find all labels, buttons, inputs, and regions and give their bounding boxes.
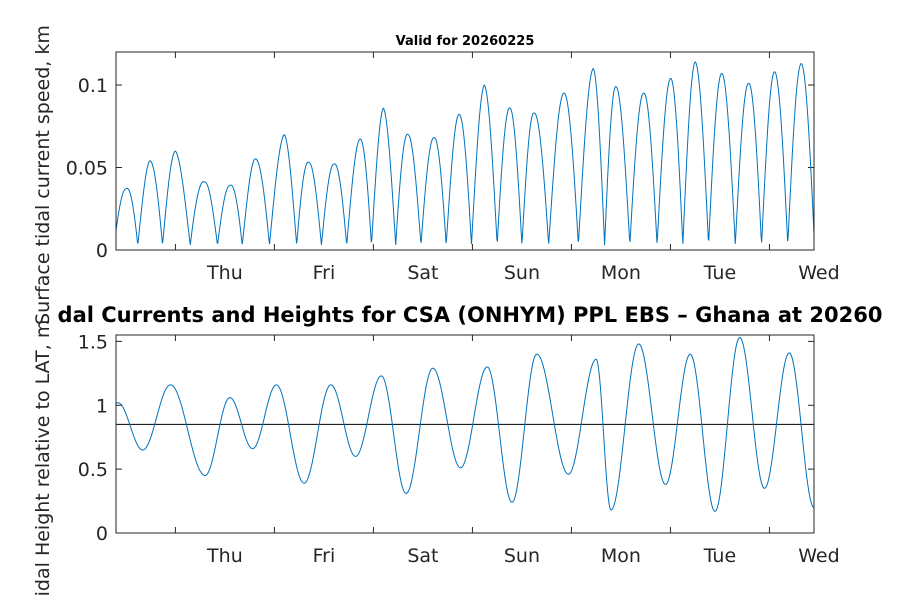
current-speed-x-tick-label: Sat	[407, 262, 438, 284]
current-speed-chart-title: Valid for 20260225	[396, 34, 535, 49]
tidal-height-x-tick-label: Sun	[504, 545, 540, 567]
current-speed-x-tick-label: Thu	[206, 262, 243, 284]
tidal-height-chart: 0 0.5 1 1.5 Thu Fri Sat Sun Mon Tue Wed dal Curren…	[32, 303, 882, 596]
tidal-height-y-tick-label: 0	[96, 523, 108, 545]
tidal-height-x-tick-label: Wed	[798, 545, 839, 567]
tidal-height-x-tick-label: Tue	[703, 545, 736, 567]
current-speed-y-axis-label: Surface tidal current speed, km	[32, 25, 54, 325]
tidal-height-ticks: 0 0.5 1 1.5 Thu Fri Sat Sun Mon Tue Wed	[78, 331, 840, 567]
tidal-height-x-tick-label: Thu	[206, 545, 243, 567]
current-speed-x-tick-label: Tue	[703, 262, 736, 284]
current-speed-x-tick-label: Sun	[504, 262, 540, 284]
tidal-height-series-line	[115, 337, 815, 512]
current-speed-series-line	[115, 61, 815, 246]
current-speed-x-tick-label: Wed	[798, 262, 839, 284]
tidal-height-y-axis-label: idal Height relative to LAT, m	[32, 320, 54, 597]
tidal-height-x-tick-label: Sat	[407, 545, 438, 567]
current-speed-y-tick-label: 0	[96, 240, 108, 262]
tidal-height-y-tick-label: 0.5	[78, 459, 108, 481]
tidal-height-chart-title: dal Currents and Heights for CSA (ONHYM)…	[58, 303, 883, 327]
tidal-height-y-tick-label: 1.5	[78, 331, 108, 353]
current-speed-chart: Valid for 20260225 Surface tidal current…	[32, 25, 840, 325]
current-speed-ticks: 0 0.05 0.1 Thu Fri Sat Sun Mon Tue Wed	[66, 52, 840, 284]
current-speed-x-tick-label: Fri	[313, 262, 336, 284]
tidal-height-x-tick-label: Fri	[313, 545, 336, 567]
current-speed-y-tick-label: 0.05	[66, 158, 108, 180]
tidal-height-x-tick-label: Mon	[601, 545, 641, 567]
tidal-height-plot-frame	[115, 334, 815, 534]
current-speed-x-tick-label: Mon	[601, 262, 641, 284]
current-speed-y-tick-label: 0.1	[78, 75, 108, 97]
tidal-height-y-tick-label: 1	[96, 395, 108, 417]
current-speed-plot-frame	[115, 51, 815, 251]
